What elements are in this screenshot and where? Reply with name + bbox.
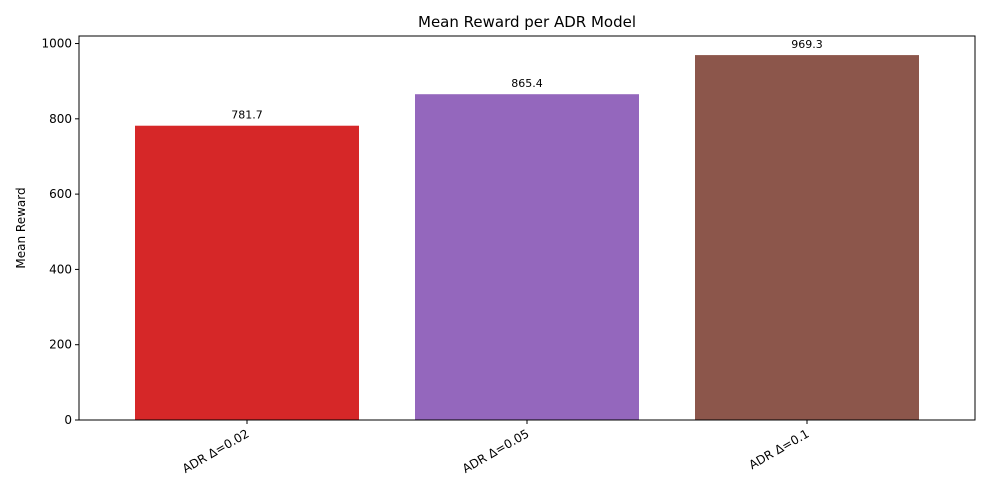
bars bbox=[135, 55, 919, 420]
x-tick-label: ADR Δ=0.1 bbox=[747, 426, 812, 472]
y-tick-label: 1000 bbox=[41, 37, 72, 51]
x-tick-label: ADR Δ=0.02 bbox=[180, 426, 252, 475]
chart-title: Mean Reward per ADR Model bbox=[418, 13, 636, 31]
y-axis-label: Mean Reward bbox=[14, 187, 28, 268]
bar-value-label: 969.3 bbox=[791, 38, 823, 51]
y-axis-ticks: 0 200 400 600 800 1000 bbox=[41, 37, 79, 427]
y-tick-label: 400 bbox=[49, 262, 72, 276]
plot-frame bbox=[78, 35, 976, 421]
bar-value-label: 781.7 bbox=[231, 109, 263, 122]
x-axis-ticks: ADR Δ=0.02 ADR Δ=0.05 ADR Δ=0.1 bbox=[180, 420, 812, 476]
y-tick-label: 0 bbox=[64, 413, 72, 427]
y-tick-label: 200 bbox=[49, 338, 72, 352]
value-labels: 781.7 865.4 969.3 bbox=[231, 38, 823, 122]
y-tick-label: 800 bbox=[49, 112, 72, 126]
bar bbox=[135, 125, 359, 420]
bar-value-label: 865.4 bbox=[511, 77, 543, 90]
bar bbox=[415, 94, 639, 420]
x-tick-label: ADR Δ=0.05 bbox=[460, 426, 532, 475]
bar bbox=[695, 55, 919, 420]
y-tick-label: 600 bbox=[49, 187, 72, 201]
